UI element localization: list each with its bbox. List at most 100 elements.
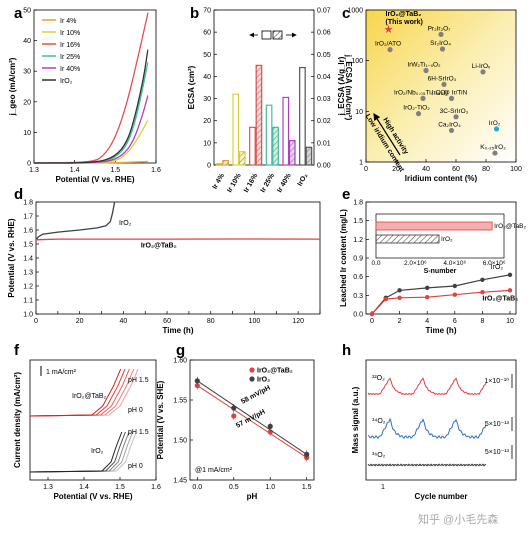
- point-11: [448, 127, 455, 134]
- panel-a-jgeo-lsv: 1.3 1.4 1.5 1.6 0 10 20 30 40 50 Potential (V vs. …: [8, 8, 161, 185]
- y-tick-label: 1: [359, 160, 363, 167]
- trace-1: [367, 417, 487, 440]
- y-tick-label: 0.6: [353, 274, 363, 281]
- legend-label-0: IrO₂@TaB₂: [257, 368, 293, 375]
- x-tick-label: 4: [425, 318, 429, 325]
- y-tick-label: 1.60: [173, 358, 187, 365]
- point-label-11: Ca₂IrO₄: [438, 121, 461, 128]
- point-label-8: IrO₂@ Ir/TiN: [432, 89, 468, 96]
- point-1-5: [480, 290, 485, 295]
- ecsa-bar-4: [282, 96, 290, 166]
- point-0-2: [397, 288, 402, 293]
- point-5: [441, 81, 447, 88]
- point-1-1: [231, 405, 237, 411]
- point-7: [420, 95, 426, 101]
- y-tick-label: 100: [351, 58, 363, 65]
- label-ph-high-black: pH 1.5: [128, 429, 149, 436]
- scale-label-0: 1×10⁻¹⁰: [484, 377, 509, 385]
- axes-frame: [365, 9, 517, 163]
- inset-x-tick-label: 6.0×10⁶: [483, 260, 506, 267]
- jecsa-hatch-4: [289, 140, 295, 165]
- x-tick-label: 1.3: [43, 484, 53, 491]
- x-tick-label: 1.5: [115, 484, 125, 491]
- y-tick-label: 50: [203, 52, 211, 59]
- trace-label-2: ³⁶O₂: [372, 452, 386, 459]
- point-10: [453, 114, 459, 120]
- black-curve-1: [29, 431, 134, 473]
- legend-label-1: Ir 10%: [60, 30, 80, 37]
- y-axis-label: Potential (V vs. SHE): [156, 380, 165, 459]
- y-tick-label: 1.2: [353, 237, 363, 244]
- point-label-1: IrO₂/ATO: [375, 41, 401, 48]
- category-label-3: Ir 25%: [260, 172, 277, 194]
- x-axis-label: Cycle number: [415, 492, 468, 501]
- axes-frame: [213, 9, 315, 166]
- series-2: [33, 12, 149, 164]
- y-tick-label: 1.2: [23, 284, 33, 291]
- panel-g-potential-vs-ph: 0.0 0.5 1.0 1.5 1.45 1.50 1.55 1.60 pH Potential …: [156, 358, 315, 501]
- panel-label-b: b: [190, 5, 199, 22]
- point-label-5: 6H-SrIrO₃: [428, 75, 457, 82]
- jecsa-hatch-3: [272, 127, 279, 165]
- point-4: [423, 67, 429, 74]
- label-ph-low-black: pH 0: [128, 463, 143, 470]
- jecsa-hatch-2: [256, 65, 262, 165]
- inset-x-tick-label: 2.0×10⁶: [404, 260, 427, 267]
- y-tick-label: 1.55: [173, 398, 187, 405]
- series-5: [34, 49, 149, 164]
- y-tick-label: 10: [355, 109, 363, 116]
- axes-frame: [189, 359, 315, 481]
- category-label-5: IrO₂: [297, 173, 310, 188]
- point-1-1: [383, 296, 388, 302]
- point-0-5: [480, 277, 485, 282]
- y-tick-label: 0.9: [353, 256, 363, 263]
- point-label-0-note: (This work): [386, 19, 423, 26]
- x-axis-label: pH: [247, 492, 258, 501]
- panel-e-leaching: 0 2 4 6 8 10 0.0 0.3 0.6 0.9 1.2 1.5 1.8 Time (h) Leac…: [339, 200, 527, 336]
- y2-tick-label: 0.04: [317, 74, 331, 81]
- scale-label-1: 5×10⁻¹³: [485, 421, 510, 428]
- legend-label-4: Ir 40%: [60, 66, 80, 73]
- slope-label-black: 58 mV/pH: [240, 385, 271, 406]
- y2-axis-label: j_ECSA (mA/cm²): [344, 54, 353, 121]
- panel-label-g: g: [176, 342, 185, 359]
- y-tick-label: 50: [23, 8, 31, 15]
- y-tick-label: 10: [23, 130, 31, 137]
- x-tick-label: 1.4: [70, 167, 80, 174]
- y-axis-label: Current density (mA/cm²): [13, 372, 22, 468]
- point-0-0: [194, 383, 200, 389]
- point-2: [438, 31, 444, 37]
- y-tick-label: 1.5: [23, 242, 33, 249]
- label-ph-high-red: pH 1.5: [128, 377, 149, 384]
- point-1: [387, 47, 393, 53]
- y-tick-label: 1.5: [353, 218, 363, 225]
- point-9: [415, 111, 422, 117]
- x-tick-label: 8: [480, 318, 484, 325]
- y2-tick-label: 0.03: [317, 96, 331, 103]
- series-1: [34, 119, 149, 164]
- legend-label-1: IrO₂: [257, 377, 270, 384]
- y-tick-label: 10: [203, 140, 211, 147]
- category-label-4: Ir 40%: [276, 172, 293, 194]
- x-tick-label: 1.6: [151, 167, 161, 174]
- y2-tick-label: 0.06: [317, 30, 331, 37]
- x-tick-label: 1.4: [79, 484, 89, 491]
- legend-hatched-box: [272, 30, 283, 40]
- legend-label-2: Ir 16%: [60, 42, 80, 49]
- y-tick-label: 1.45: [173, 478, 187, 485]
- ecsa-bar-0: [215, 163, 223, 166]
- legend-marker-0: [249, 367, 255, 373]
- point-13: [492, 150, 498, 156]
- inset-x-label: S-number: [424, 268, 457, 275]
- y-axis-label: Leached Ir content (mg/L): [339, 209, 348, 307]
- y-tick-label: 1.3: [23, 270, 33, 277]
- jecsa-hatch-0: [222, 160, 229, 165]
- scale-bar-label: 1 mA/cm²: [46, 369, 77, 376]
- fit-line-0: [197, 385, 307, 459]
- category-label-2: Ir 16%: [243, 172, 260, 194]
- fit-line-1: [197, 380, 307, 455]
- panel-label-a: a: [14, 5, 23, 22]
- y-tick-label: 1000: [347, 8, 363, 15]
- red-curve-4: [29, 368, 122, 417]
- x-tick-label: 60: [163, 318, 171, 325]
